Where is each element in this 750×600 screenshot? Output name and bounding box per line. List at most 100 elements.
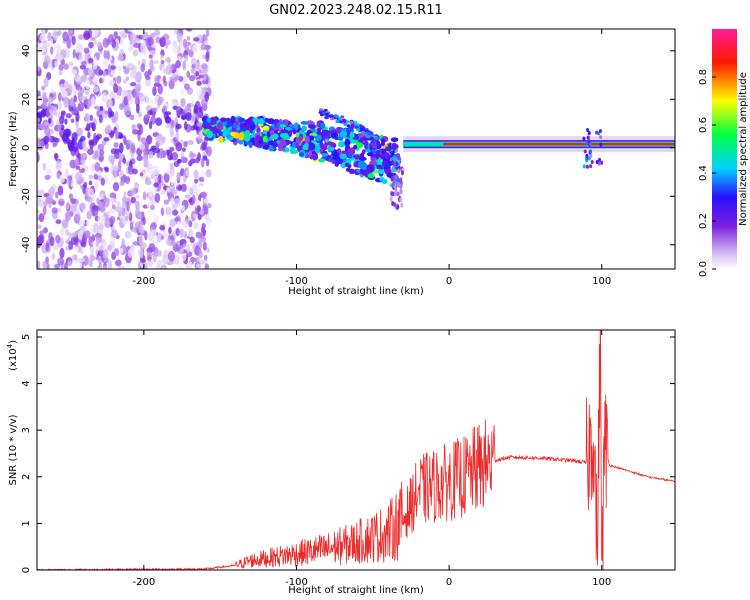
noise-speck [194, 100, 201, 111]
noise-speck [119, 30, 127, 37]
noise-speck [38, 195, 42, 203]
noise-speck [111, 59, 115, 66]
noise-speck [126, 200, 130, 212]
noise-speck [111, 229, 119, 239]
band-speck [366, 152, 374, 157]
band-speck [330, 132, 339, 139]
band-speck [298, 152, 305, 157]
noise-speck [123, 191, 127, 203]
noise-speck [112, 204, 116, 209]
noise-speck [184, 83, 190, 91]
band-speck [321, 129, 329, 137]
noise-speck [65, 168, 69, 177]
noise-speck [72, 141, 79, 153]
band-speck [350, 139, 359, 144]
noise-speck [119, 247, 124, 254]
noise-speck [130, 196, 137, 204]
band-speck [288, 131, 293, 138]
noise-speck [85, 220, 90, 226]
band-tail-speck [395, 174, 399, 180]
band-speck [292, 141, 296, 149]
noise-speck [186, 243, 190, 254]
snr-multiplier-base: (x104) [6, 340, 19, 371]
noise-speck [101, 256, 109, 264]
noise-speck [68, 193, 73, 200]
noise-speck [201, 223, 206, 229]
noise-speck [75, 43, 83, 54]
noise-speck [179, 107, 183, 114]
noise-speck [152, 107, 158, 113]
noise-speck [118, 170, 124, 177]
noise-speck [118, 134, 124, 139]
noise-speck [163, 172, 170, 183]
noise-speck [117, 160, 122, 171]
band-tail-speck [399, 197, 403, 203]
branch-speck [349, 120, 354, 124]
band-speck [318, 158, 326, 163]
noise-speck [134, 95, 138, 105]
noise-speck [45, 241, 50, 252]
noise-speck [38, 45, 45, 55]
noise-speck [88, 41, 94, 49]
band-speck [339, 130, 348, 139]
noise-speck [203, 198, 210, 204]
spectrogram-x-tick-label: 0 [446, 276, 452, 287]
noise-speck [76, 127, 83, 137]
noise-speck [124, 262, 130, 269]
noise-speck [188, 49, 194, 58]
noise-speck [189, 153, 197, 158]
colorbar-tick-label: 0.0 [698, 261, 709, 277]
noise-speck [95, 36, 103, 43]
noise-speck [103, 137, 110, 142]
noise-speck [74, 246, 79, 252]
noise-speck [65, 228, 70, 236]
noise-speck [188, 74, 196, 82]
noise-speck [146, 197, 151, 208]
noise-speck [151, 111, 156, 118]
band-speck [266, 118, 275, 125]
spectrogram-y-tick-label: 20 [21, 93, 32, 106]
band-speck [311, 153, 319, 161]
noise-speck [55, 234, 61, 244]
band-speck [245, 141, 250, 145]
snr-multiplier: (x104) [6, 340, 19, 371]
noise-speck [124, 230, 132, 239]
noise-speck [47, 118, 52, 124]
noise-speck [85, 98, 93, 108]
noise-speck [93, 173, 99, 180]
noise-speck [98, 114, 103, 124]
noise-speck [196, 121, 203, 127]
noise-speck [163, 199, 170, 205]
noise-speck [133, 42, 141, 49]
noise-speck [143, 263, 148, 269]
noise-speck [98, 223, 105, 231]
noise-speck [69, 224, 75, 231]
noise-speck [134, 181, 139, 191]
noise-speck [180, 156, 187, 164]
noise-speck [145, 95, 150, 105]
band-speck [321, 152, 329, 157]
colorbar: 0.0 0.2 0.4 0.6 0.8 Normalized spectral ampl… [698, 29, 749, 277]
noise-speck [172, 44, 180, 55]
noise-speck [200, 191, 208, 199]
noise-speck [183, 140, 188, 148]
noise-speck [116, 216, 121, 221]
noise-speck [199, 184, 204, 193]
band-speck [272, 133, 279, 140]
noise-speck [90, 83, 94, 91]
noise-speck [87, 67, 94, 76]
noise-speck [117, 189, 122, 201]
band-speck [206, 130, 214, 139]
figure-title: GN02.2023.248.02.15.R11 [269, 3, 443, 18]
noise-speck [125, 76, 130, 81]
spike-speck [585, 164, 589, 169]
noise-speck [37, 185, 44, 191]
noise-speck [185, 218, 190, 223]
noise-speck [196, 34, 203, 45]
colorbar-tick-label: 0.8 [698, 69, 709, 85]
noise-speck [164, 115, 171, 124]
noise-speck [145, 75, 151, 81]
noise-speck [165, 65, 169, 75]
band-speck [377, 169, 385, 174]
